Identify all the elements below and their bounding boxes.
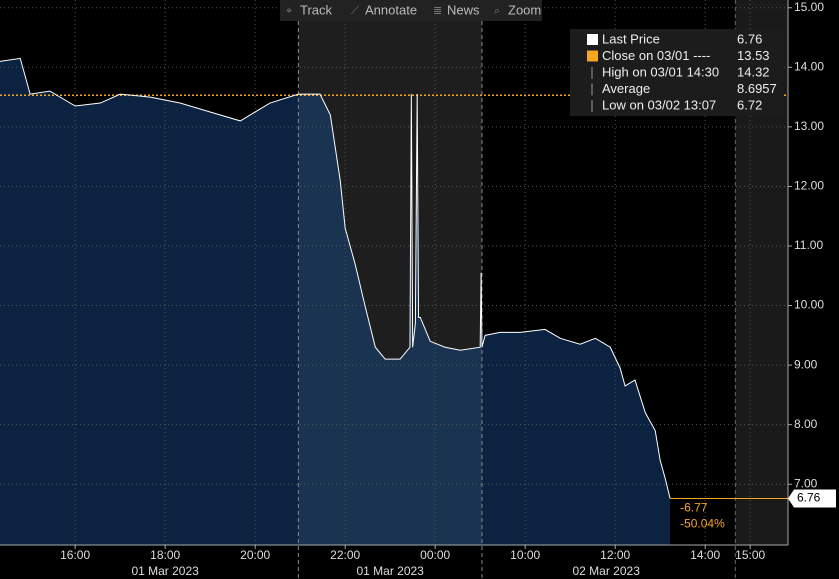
date-label: 01 Mar 2023 — [131, 564, 199, 578]
legend-swatch — [587, 50, 598, 62]
legend-label: Close on 03/01 ---- — [602, 48, 710, 63]
legend-value: 13.53 — [737, 48, 770, 63]
y-tick-label: 7.00 — [794, 476, 818, 490]
legend-swatch — [587, 34, 598, 45]
y-tick-label: 9.00 — [794, 357, 818, 371]
y-tick-label: 14.00 — [794, 59, 824, 73]
legend-value: 8.6957 — [737, 81, 777, 96]
toolbar-bg — [280, 0, 542, 21]
toolbar-icon: ⌖ — [286, 5, 292, 17]
x-tick-label: 20:00 — [240, 548, 270, 562]
legend-value: 14.32 — [737, 64, 770, 79]
y-tick-label: 15.00 — [794, 0, 824, 14]
toolbar: ⌖ Track ⟋ Annotate ≣ News ⌕ Zoom — [280, 0, 542, 21]
legend-label: Average — [602, 81, 650, 96]
toolbar-icon: ⌕ — [494, 5, 500, 17]
y-tick-label: 8.00 — [794, 417, 818, 431]
x-tick-label: 16:00 — [60, 548, 90, 562]
date-label: 02 Mar 2023 — [572, 564, 640, 578]
date-label: 01 Mar 2023 — [356, 564, 424, 578]
legend-label: Last Price — [602, 31, 660, 46]
legend: Last Price 6.76 Close on 03/01 ---- 13.53 Hi… — [570, 29, 783, 116]
legend-value: 6.76 — [737, 31, 762, 46]
last-price-tag — [788, 489, 836, 508]
legend-bg — [570, 29, 783, 116]
price-area-session — [298, 94, 482, 545]
y-tick-label: 12.00 — [794, 179, 824, 193]
x-tick-label: 18:00 — [150, 548, 180, 562]
x-tick-label: 12:00 — [600, 548, 630, 562]
price-line — [0, 57, 671, 499]
y-tick-label: 13.00 — [794, 119, 824, 133]
y-tick-label: 10.00 — [794, 298, 824, 312]
toolbar-icon: ⟋ — [351, 5, 359, 17]
y-tick-label: 11.00 — [794, 238, 823, 252]
legend-label: High on 03/01 14:30 — [602, 64, 719, 79]
toolbar-button[interactable]: Annotate — [365, 2, 417, 17]
change-label: -6.77 — [680, 501, 708, 515]
toolbar-button[interactable]: Track — [300, 2, 333, 17]
toolbar-button[interactable]: Zoom — [508, 2, 541, 17]
toolbar-button[interactable]: News — [447, 2, 480, 17]
change-pct-label: -50.04% — [680, 517, 725, 531]
x-tick-label: 10:00 — [510, 548, 540, 562]
legend-value: 6.72 — [737, 97, 762, 112]
legend-label: Low on 03/02 13:07 — [602, 97, 716, 112]
toolbar-icon: ≣ — [433, 5, 442, 17]
last-price-label: 6.76 — [797, 491, 821, 505]
x-tick-label: 00:00 — [420, 548, 450, 562]
x-tick-label: 14:00 — [690, 548, 720, 562]
x-tick-label: 22:00 — [330, 548, 360, 562]
x-tick-label: 15:00 — [735, 548, 765, 562]
